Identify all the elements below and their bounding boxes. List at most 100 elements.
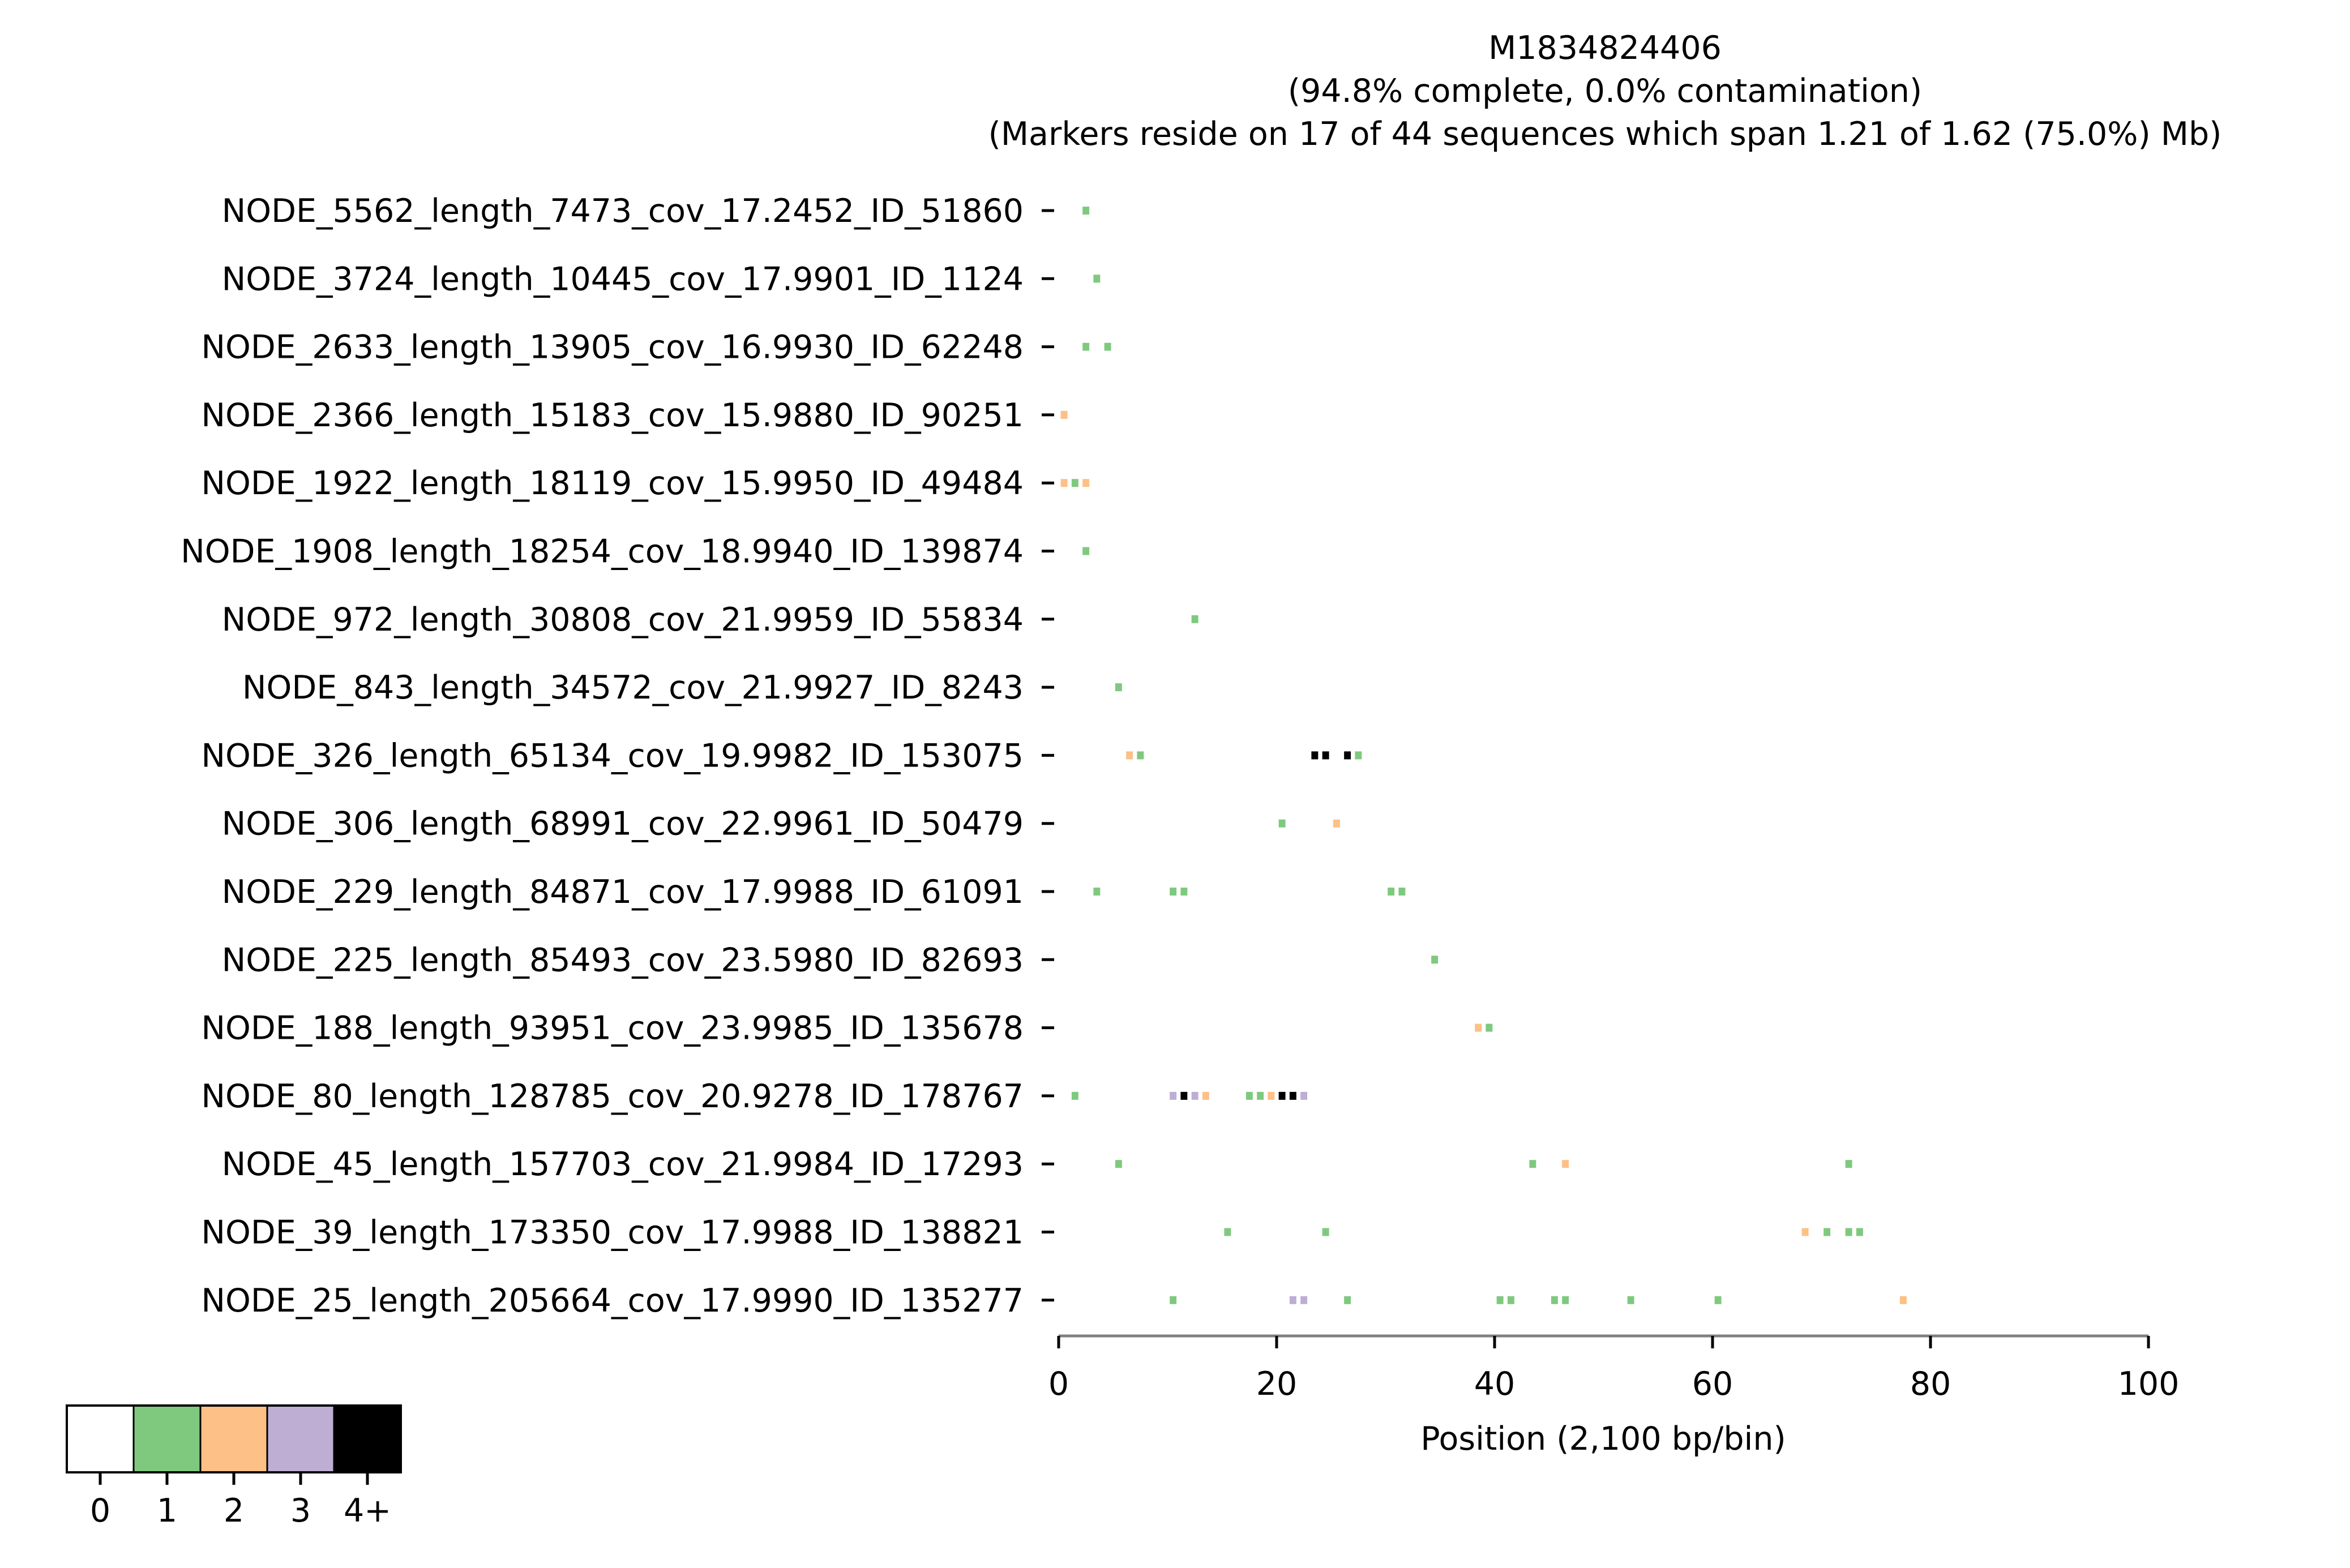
marker-cell bbox=[1344, 1296, 1351, 1304]
marker-cell bbox=[1289, 1091, 1296, 1100]
marker-cell bbox=[1431, 956, 1439, 964]
sequence-label: NODE_5562_length_7473_cov_17.2452_ID_518… bbox=[222, 192, 1024, 230]
sequence-label: NODE_39_length_173350_cov_17.9988_ID_138… bbox=[201, 1214, 1024, 1252]
x-tick-label: 0 bbox=[1048, 1365, 1069, 1403]
sequence-row: NODE_326_length_65134_cov_19.9982_ID_153… bbox=[201, 737, 1362, 774]
marker-cell bbox=[1115, 683, 1122, 692]
marker-cell bbox=[1278, 819, 1286, 828]
marker-cell bbox=[1322, 1228, 1329, 1236]
legend-swatch bbox=[199, 1404, 268, 1473]
marker-cell bbox=[1529, 1160, 1536, 1168]
count-legend: 0 1 2 3 4+ bbox=[66, 1404, 402, 1530]
sequence-label: NODE_45_length_157703_cov_21.9984_ID_172… bbox=[222, 1146, 1024, 1183]
marker-cell bbox=[1824, 1228, 1831, 1236]
marker-cell bbox=[1627, 1296, 1634, 1304]
marker-cell bbox=[1170, 1296, 1177, 1304]
marker-cell bbox=[1801, 1228, 1809, 1236]
sequence-label: NODE_1922_length_18119_cov_15.9950_ID_49… bbox=[201, 465, 1024, 502]
marker-cell bbox=[1137, 751, 1144, 760]
marker-cell bbox=[1191, 1091, 1198, 1100]
sequence-label: NODE_306_length_68991_cov_22.9961_ID_504… bbox=[222, 806, 1024, 843]
legend-swatch bbox=[266, 1404, 335, 1473]
marker-cell bbox=[1071, 1091, 1078, 1100]
sequence-row: NODE_972_length_30808_cov_21.9959_ID_558… bbox=[222, 601, 1198, 639]
marker-cell bbox=[1093, 275, 1101, 283]
marker-cell bbox=[1191, 615, 1198, 623]
marker-cell bbox=[1082, 547, 1090, 555]
sequence-label: NODE_2366_length_15183_cov_15.9880_ID_90… bbox=[201, 397, 1024, 434]
chart-title: M1834824406 bbox=[1488, 29, 1722, 67]
legend-label: 1 bbox=[157, 1492, 177, 1530]
sequence-label: NODE_25_length_205664_cov_17.9990_ID_135… bbox=[201, 1282, 1024, 1319]
sequence-label: NODE_3724_length_10445_cov_17.9901_ID_11… bbox=[222, 260, 1024, 298]
marker-cell bbox=[1202, 1091, 1209, 1100]
legend-swatch bbox=[333, 1404, 402, 1473]
marker-cell bbox=[1845, 1160, 1852, 1168]
sequence-row: NODE_25_length_205664_cov_17.9990_ID_135… bbox=[201, 1282, 1907, 1319]
marker-cell bbox=[1257, 1091, 1264, 1100]
marker-cell bbox=[1551, 1296, 1558, 1304]
marker-cell bbox=[1060, 410, 1068, 419]
marker-cell bbox=[1344, 751, 1351, 760]
legend-label: 2 bbox=[224, 1492, 244, 1530]
marker-cell bbox=[1104, 342, 1111, 351]
marker-cell bbox=[1093, 888, 1101, 896]
sequence-row: NODE_229_length_84871_cov_17.9988_ID_610… bbox=[222, 873, 1406, 911]
marker-cell bbox=[1071, 479, 1078, 487]
legend-label: 0 bbox=[90, 1492, 110, 1530]
marker-cell bbox=[1289, 1296, 1296, 1304]
sequence-row: NODE_39_length_173350_cov_17.9988_ID_138… bbox=[201, 1214, 1863, 1252]
marker-cell bbox=[1060, 479, 1068, 487]
marker-cell bbox=[1714, 1296, 1722, 1304]
chart-subtitle-span: (Markers reside on 17 of 44 sequences wh… bbox=[988, 115, 2222, 153]
x-tick-label: 100 bbox=[2118, 1365, 2180, 1403]
marker-cell bbox=[1082, 342, 1090, 351]
marker-cell bbox=[1180, 888, 1188, 896]
marker-cell bbox=[1300, 1296, 1308, 1304]
marker-cell bbox=[1496, 1296, 1504, 1304]
marker-cell bbox=[1899, 1296, 1907, 1304]
sequence-row: NODE_5562_length_7473_cov_17.2452_ID_518… bbox=[222, 192, 1090, 230]
marker-cell bbox=[1300, 1091, 1308, 1100]
marker-cell bbox=[1333, 819, 1340, 828]
chart-subtitle-completeness: (94.8% complete, 0.0% contamination) bbox=[1288, 72, 1922, 110]
sequence-label: NODE_229_length_84871_cov_17.9988_ID_610… bbox=[222, 873, 1024, 911]
sequence-label: NODE_188_length_93951_cov_23.9985_ID_135… bbox=[201, 1010, 1024, 1047]
marker-cell bbox=[1856, 1228, 1863, 1236]
sequence-label: NODE_225_length_85493_cov_23.5980_ID_826… bbox=[222, 941, 1024, 979]
marker-cell bbox=[1562, 1160, 1569, 1168]
sequence-row: NODE_225_length_85493_cov_23.5980_ID_826… bbox=[222, 941, 1439, 979]
sequence-row: NODE_2366_length_15183_cov_15.9880_ID_90… bbox=[201, 397, 1068, 434]
legend-label: 3 bbox=[290, 1492, 311, 1530]
x-tick-label: 80 bbox=[1910, 1365, 1951, 1403]
sequence-row: NODE_2633_length_13905_cov_16.9930_ID_62… bbox=[201, 329, 1111, 366]
sequence-row: NODE_306_length_68991_cov_22.9961_ID_504… bbox=[222, 806, 1340, 843]
legend-label: 4+ bbox=[344, 1492, 391, 1530]
marker-cell bbox=[1170, 888, 1177, 896]
sequence-row: NODE_1908_length_18254_cov_18.9940_ID_13… bbox=[181, 533, 1090, 571]
marker-cell bbox=[1224, 1228, 1231, 1236]
sequence-row: NODE_3724_length_10445_cov_17.9901_ID_11… bbox=[222, 260, 1101, 298]
sequence-row: NODE_843_length_34572_cov_21.9927_ID_824… bbox=[242, 669, 1122, 706]
marker-cell bbox=[1398, 888, 1406, 896]
x-tick-label: 40 bbox=[1474, 1365, 1516, 1403]
sequence-row: NODE_45_length_157703_cov_21.9984_ID_172… bbox=[222, 1146, 1852, 1183]
sequence-label: NODE_2633_length_13905_cov_16.9930_ID_62… bbox=[201, 329, 1024, 366]
marker-cell bbox=[1245, 1091, 1253, 1100]
marker-cell bbox=[1486, 1023, 1493, 1032]
marker-cell bbox=[1388, 888, 1395, 896]
x-tick-label: 20 bbox=[1256, 1365, 1298, 1403]
sequence-label: NODE_972_length_30808_cov_21.9959_ID_558… bbox=[222, 601, 1024, 639]
marker-cell bbox=[1115, 1160, 1122, 1168]
marker-cell bbox=[1082, 207, 1090, 215]
marker-cell bbox=[1268, 1091, 1275, 1100]
sequence-row: NODE_1922_length_18119_cov_15.9950_ID_49… bbox=[201, 465, 1090, 502]
sequence-label: NODE_326_length_65134_cov_19.9982_ID_153… bbox=[201, 737, 1024, 774]
marker-cell bbox=[1126, 751, 1133, 760]
sequence-row: NODE_80_length_128785_cov_20.9278_ID_178… bbox=[201, 1078, 1308, 1115]
marker-cell bbox=[1170, 1091, 1177, 1100]
marker-cell bbox=[1475, 1023, 1482, 1032]
legend-swatch bbox=[132, 1404, 202, 1473]
sequence-label: NODE_843_length_34572_cov_21.9927_ID_824… bbox=[242, 669, 1024, 706]
